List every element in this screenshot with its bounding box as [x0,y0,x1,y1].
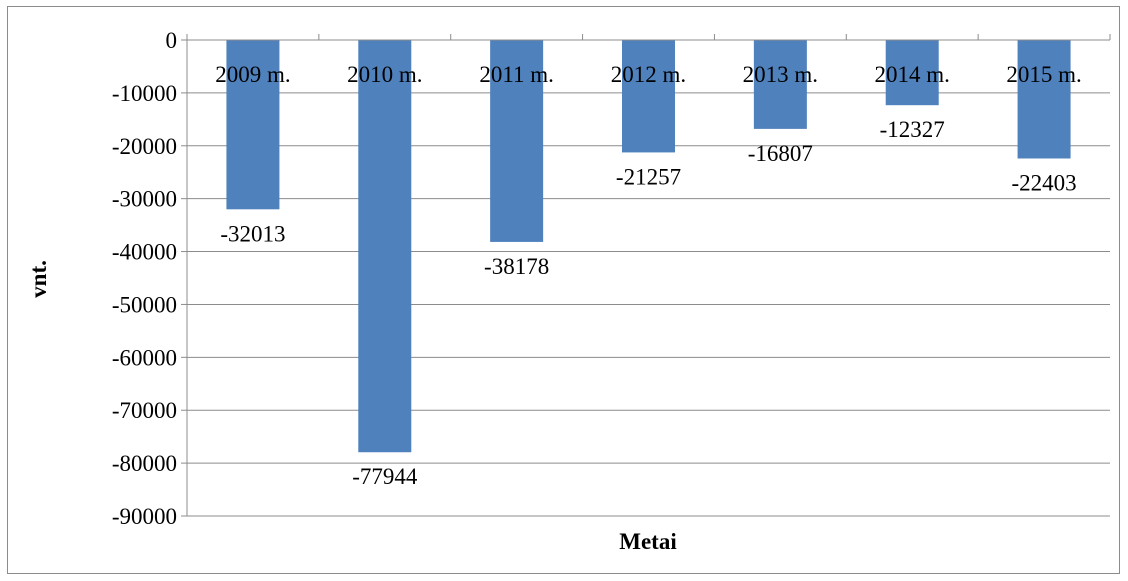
data-label: -38178 [484,254,549,279]
y-tick-label: -40000 [112,240,177,265]
category-label: 2012 m. [611,62,686,87]
y-tick-label: -90000 [112,504,177,529]
y-tick-label: -20000 [112,134,177,159]
category-label: 2010 m. [347,62,422,87]
bar [358,40,412,453]
category-label: 2015 m. [1006,62,1081,87]
bar [885,40,939,106]
bar [226,40,280,210]
bar [753,40,807,129]
y-tick-label: -30000 [112,187,177,212]
y-axis-title: vnt. [26,260,51,298]
bar [1017,40,1071,159]
y-tick-labels: 0 -10000 -20000 -30000 -40000 -50000 -60000 -70… [112,28,177,529]
category-label: 2011 m. [479,62,554,87]
data-label: -16807 [748,141,813,166]
y-tick-label: -60000 [112,345,177,370]
category-label: 2014 m. [875,62,950,87]
axes [181,34,1111,517]
bars [226,40,1071,453]
y-tick-label: -10000 [112,81,177,106]
category-label: 2009 m. [215,62,290,87]
x-axis-title: Metai [619,529,677,554]
data-label: -22403 [1011,170,1076,195]
data-label: -32013 [220,221,285,246]
y-tick-label: -50000 [112,292,177,317]
data-label: -77944 [352,464,418,489]
gridlines [187,92,1110,517]
data-labels: -32013 -77944 -38178 -21257 -16807 -12327 -224… [220,117,1076,489]
y-tick-label: 0 [166,28,178,53]
y-tick-label: -80000 [112,451,177,476]
data-label: -12327 [880,117,945,142]
bar [622,40,675,153]
y-tick-label: -70000 [112,398,177,423]
data-label: -21257 [616,164,681,189]
bar [490,40,544,242]
category-labels: 2009 m. 2010 m. 2011 m. 2012 m. 2013 m. 2014 … [215,62,1082,87]
category-label: 2013 m. [743,62,818,87]
